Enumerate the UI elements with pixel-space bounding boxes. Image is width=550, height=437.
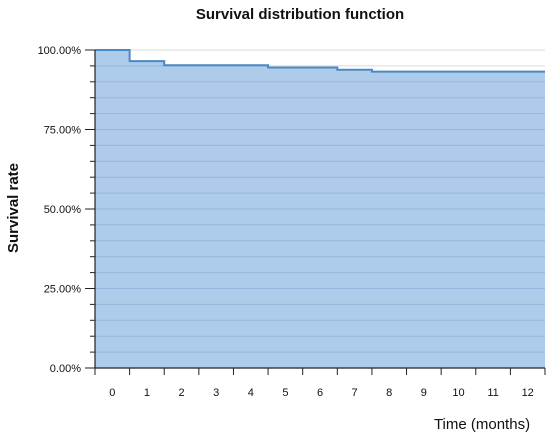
x-tick-label: 2 [178, 387, 184, 399]
x-tick-label: 3 [213, 387, 219, 399]
survival-step-line [95, 49, 545, 73]
grid-lines-in-area [95, 50, 545, 353]
y-tick-label: 25.00% [44, 284, 82, 296]
chart-title: Survival distribution function [196, 6, 404, 23]
y-tick-labels: 0.00% 25.00% 50.00% 75.00% 100.00% [38, 45, 82, 375]
y-tick-label: 75.00% [44, 125, 82, 137]
x-tick-label: 7 [352, 387, 358, 399]
y-tick-label: 0.00% [50, 363, 81, 375]
x-tick-label: 6 [317, 387, 323, 399]
x-tick-label: 10 [452, 387, 464, 399]
plot-area [95, 49, 545, 368]
x-tick-label: 12 [522, 387, 534, 399]
y-axis-title: Survival rate [5, 163, 22, 253]
x-tick-label: 1 [144, 387, 150, 399]
x-tick-label: 8 [386, 387, 392, 399]
x-tick-label: 9 [421, 387, 427, 399]
x-tick-label: 4 [248, 387, 254, 399]
x-axis-title: Time (months) [434, 416, 530, 433]
x-tick-label: 5 [282, 387, 288, 399]
axes [85, 49, 546, 375]
x-tick-label: 11 [487, 387, 498, 399]
x-tick-labels: 0 1 2 3 4 5 6 7 8 9 10 11 12 [109, 387, 534, 399]
x-tick-label: 0 [109, 387, 115, 399]
y-tick-label: 50.00% [44, 204, 82, 216]
y-tick-label: 100.00% [38, 45, 82, 57]
